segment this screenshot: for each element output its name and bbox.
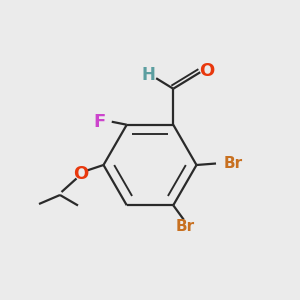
Text: O: O xyxy=(199,62,214,80)
Text: F: F xyxy=(94,113,106,131)
Text: Br: Br xyxy=(224,156,243,171)
Text: Br: Br xyxy=(176,219,195,234)
Text: H: H xyxy=(141,66,155,84)
Text: O: O xyxy=(74,165,88,183)
